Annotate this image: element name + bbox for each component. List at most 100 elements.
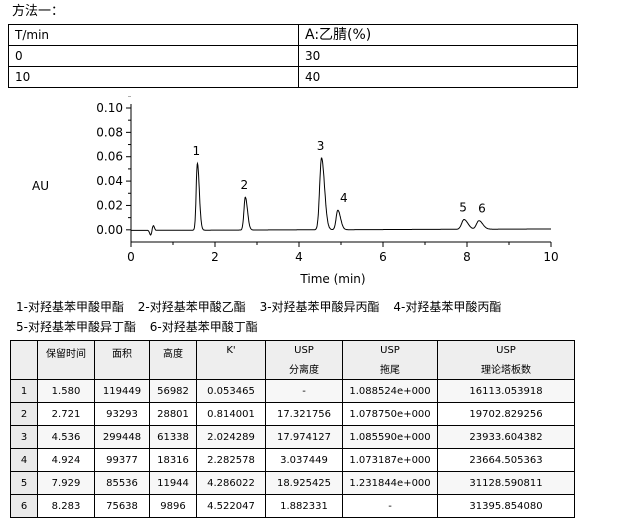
table-cell: 23933.604382 [437,425,575,449]
table-cell: 31395.854080 [437,494,575,518]
results-header-area: 面积 [94,340,150,380]
table-cell: 9896 [149,494,197,518]
y-tick-label: 0.08 [96,125,123,139]
peak-labels: 1 2 3 4 5 6 [193,139,486,216]
legend-item: 1-对羟基苯甲酸甲酯 [16,300,124,314]
gradient-row: 0 30 [8,45,578,67]
table-row: 1 1.580 119449 56982 0.053465-1.088524e+000 1… [10,379,575,403]
gradient-cell: 40 [298,66,578,88]
gradient-cell: 10 [8,66,299,88]
table-cell: 19702.829256 [437,402,575,426]
gradient-table: T/min A:乙腈(%) 0 30 10 40 [8,24,578,88]
row-index-cell: 1 [10,379,38,403]
table-row: 2 2.721 93293 28801 0.814001 17.321756 1.07875… [10,402,575,426]
table-cell: 1.085590e+000 [342,425,438,449]
peak-label: 5 [459,201,467,215]
table-cell: 23664.505363 [437,448,575,472]
x-axis-label: Time (min) [299,272,365,286]
gradient-cell: 0 [8,45,299,67]
table-row: 6 8.283 75638 9896 4.522047 1.882331-31395.85… [10,494,575,518]
table-row: 5 7.929 85536 11944 4.286022 18.925425 1.23184… [10,471,575,495]
table-cell: 1.882331 [265,494,343,518]
row-index-cell: 3 [10,425,38,449]
table-cell: 18316 [149,448,197,472]
legend-item: 4-对羟基苯甲酸丙酯 [393,300,502,314]
table-cell: 99377 [94,448,150,472]
table-cell: 299448 [94,425,150,449]
peak-label: 3 [317,139,325,153]
results-header-height: 高度 [149,340,197,380]
gradient-header-time: T/min [8,24,299,46]
table-row: 3 4.536 299448 61338 2.024289 17.974127 1.0855… [10,425,575,449]
y-tick-label: 0.06 [96,150,123,164]
peak-label: 6 [478,202,486,216]
table-cell: 1.231844e+000 [342,471,438,495]
chromatogram-trace [131,157,551,236]
legend-item: 6-对羟基苯甲酸丁酯 [149,320,258,334]
peak-legend-line-2: 5-对羟基苯甲酸异丁酯 6-对羟基苯甲酸丁酯 [16,319,268,335]
table-cell: - [265,379,343,403]
peak-legend-line-1: 1-对羟基苯甲酸甲酯 2-对羟基苯甲酸乙酯 3-对羟基苯甲酸异丙酯 4-对羟基苯… [16,299,511,315]
gradient-header-row: T/min A:乙腈(%) [8,24,578,46]
row-index-cell: 4 [10,448,38,472]
peak-label: 4 [340,191,348,205]
method-title: 方法一： [12,4,65,19]
table-cell: 56982 [149,379,197,403]
table-cell: 1.078750e+000 [342,402,438,426]
table-cell: 61338 [149,425,197,449]
table-row: 4 4.924 99377 18316 2.282578 3.037449 1.073187… [10,448,575,472]
peak-label: 2 [240,178,248,192]
table-cell: 4.924 [37,448,95,472]
table-cell: 119449 [94,379,150,403]
results-body: 1 1.580 119449 56982 0.053465-1.088524e+000 1… [10,379,575,518]
table-cell: 17.321756 [265,402,343,426]
x-tick-label: 0 [127,250,135,264]
table-cell: 16113.053918 [437,379,575,403]
table-cell: 8.283 [37,494,95,518]
y-tick-label: 0.04 [96,174,123,188]
table-cell: 4.286022 [196,471,266,495]
peak-label: 1 [193,144,201,158]
results-header-row: 保留时间 面积 高度 K' USP 分离度 USP 拖尾 USP 理论塔板数 [10,340,575,380]
table-cell: 2.024289 [196,425,266,449]
gradient-header-acetonitrile: A:乙腈(%) [298,24,578,46]
results-header-resolution: USP 分离度 [265,340,343,380]
x-tick-label: 6 [379,250,387,264]
row-index-cell: 5 [10,471,38,495]
results-table: 保留时间 面积 高度 K' USP 分离度 USP 拖尾 USP 理论塔板数 1 1.5… [10,340,575,518]
table-cell: 4.536 [37,425,95,449]
table-cell: 17.974127 [265,425,343,449]
table-cell: 1.580 [37,379,95,403]
table-cell: 75638 [94,494,150,518]
y-axis-label: AU [32,179,49,193]
y-tick-label: 0.10 [96,101,123,115]
table-cell: 28801 [149,402,197,426]
table-cell: 11944 [149,471,197,495]
table-cell: 2.282578 [196,448,266,472]
table-cell: 0.814001 [196,402,266,426]
legend-item: 5-对羟基苯甲酸异丁酯 [16,320,136,334]
gradient-cell: 30 [298,45,578,67]
table-cell: 1.073187e+000 [342,448,438,472]
x-tick-label: 10 [543,250,558,264]
results-header-plates: USP 理论塔板数 [437,340,575,380]
table-cell: 7.929 [37,471,95,495]
results-header-index [10,340,38,380]
gradient-row: 10 40 [8,66,578,88]
x-tick-label: 2 [211,250,219,264]
results-header-k: K' [196,340,266,380]
row-index-cell: 6 [10,494,38,518]
table-cell: 18.925425 [265,471,343,495]
table-cell: 4.522047 [196,494,266,518]
table-cell: 2.721 [37,402,95,426]
results-header-retention: 保留时间 [37,340,95,380]
table-cell: 93293 [94,402,150,426]
y-tick-label: 0.02 [96,198,123,212]
row-index-cell: 2 [10,402,38,426]
results-header-tailing: USP 拖尾 [342,340,438,380]
table-cell: 85536 [94,471,150,495]
table-cell: - [342,494,438,518]
chart-axes: 0 2 4 6 8 10 0.10 0.08 0.06 0.04 0.02 0.00 [96,96,559,264]
x-tick-label: 8 [463,250,471,264]
